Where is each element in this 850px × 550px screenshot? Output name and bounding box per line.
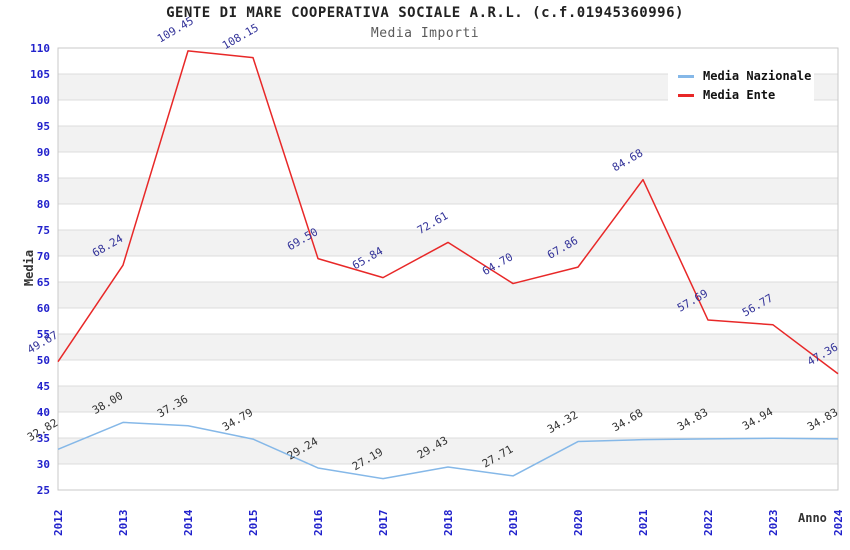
legend: Media Nazionale Media Ente <box>668 57 814 114</box>
plot-band <box>58 126 838 152</box>
plot-band <box>58 438 838 464</box>
y-tick-label: 40 <box>37 406 50 419</box>
y-tick-label: 25 <box>37 484 50 497</box>
x-axis-labels: 2012 2013 2014 2015 2016 2017 2018 2019 2020 2021… <box>52 509 845 536</box>
y-tick-label: 60 <box>37 302 50 315</box>
plot-band <box>58 386 838 412</box>
chart-title: GENTE DI MARE COOPERATIVA SOCIALE A.R.L.… <box>166 5 684 21</box>
plot-band <box>58 308 838 334</box>
y-tick-label: 55 <box>37 328 50 341</box>
series-line-media-nazionale <box>57 421 839 480</box>
y-tick-label: 80 <box>37 198 50 211</box>
y-tick-label: 105 <box>30 68 50 81</box>
x-tick-label: 2019 <box>507 510 520 537</box>
y-axis-labels: 25 30 35 40 45 50 55 60 65 70 75 80 85 90 95 100 105 110 <box>30 42 50 497</box>
y-tick-label: 65 <box>37 276 50 289</box>
legend-line-swatch <box>678 93 694 97</box>
x-tick-label: 2014 <box>182 509 195 536</box>
x-tick-label: 2021 <box>637 509 650 536</box>
plot-band <box>58 464 838 490</box>
chart-subtitle: Media Importi <box>370 26 480 41</box>
x-tick-label: 2012 <box>52 510 65 537</box>
x-tick-label: 2015 <box>247 510 260 537</box>
x-tick-label: 2017 <box>377 510 390 537</box>
x-tick-label: 2013 <box>117 510 130 537</box>
y-tick-label: 85 <box>37 172 50 185</box>
y-axis-title: Media <box>22 249 37 287</box>
y-tick-label: 45 <box>37 380 50 393</box>
legend-item-media-ente[interactable]: Media Ente <box>678 88 814 102</box>
x-tick-label: 2023 <box>767 510 780 537</box>
plot-bands <box>58 48 838 490</box>
y-tick-label: 75 <box>37 224 50 237</box>
y-tick-label: 70 <box>37 250 50 263</box>
x-tick-label: 2016 <box>312 509 325 536</box>
x-axis-title: Anno <box>798 511 827 525</box>
x-tick-label: 2024 <box>832 509 845 536</box>
plot-band <box>58 334 838 360</box>
y-tick-label: 95 <box>37 120 50 133</box>
plot-band <box>58 282 838 308</box>
y-tick-label: 30 <box>37 458 50 471</box>
legend-item-media-nazionale[interactable]: Media Nazionale <box>678 69 814 83</box>
plot-band <box>58 152 838 178</box>
y-tick-label: 100 <box>30 94 50 107</box>
plot-band <box>58 360 838 386</box>
y-tick-label: 50 <box>37 354 50 367</box>
y-tick-label: 90 <box>37 146 50 159</box>
plot-band <box>58 256 838 282</box>
y-tick-label: 35 <box>37 432 50 445</box>
y-tick-label: 110 <box>30 42 50 55</box>
x-tick-label: 2018 <box>442 510 455 537</box>
legend-item-label: Media Ente <box>703 88 776 102</box>
legend-item-label: Media Nazionale <box>703 69 812 83</box>
plot-border <box>57 47 839 491</box>
legend-line-swatch <box>678 74 694 78</box>
x-tick-label: 2022 <box>702 510 715 537</box>
data-label: 109.45 <box>155 14 196 45</box>
plot-band <box>58 178 838 204</box>
series-line-media-ente <box>57 50 839 375</box>
plot-band <box>58 204 838 230</box>
x-tick-label: 2020 <box>572 510 585 537</box>
